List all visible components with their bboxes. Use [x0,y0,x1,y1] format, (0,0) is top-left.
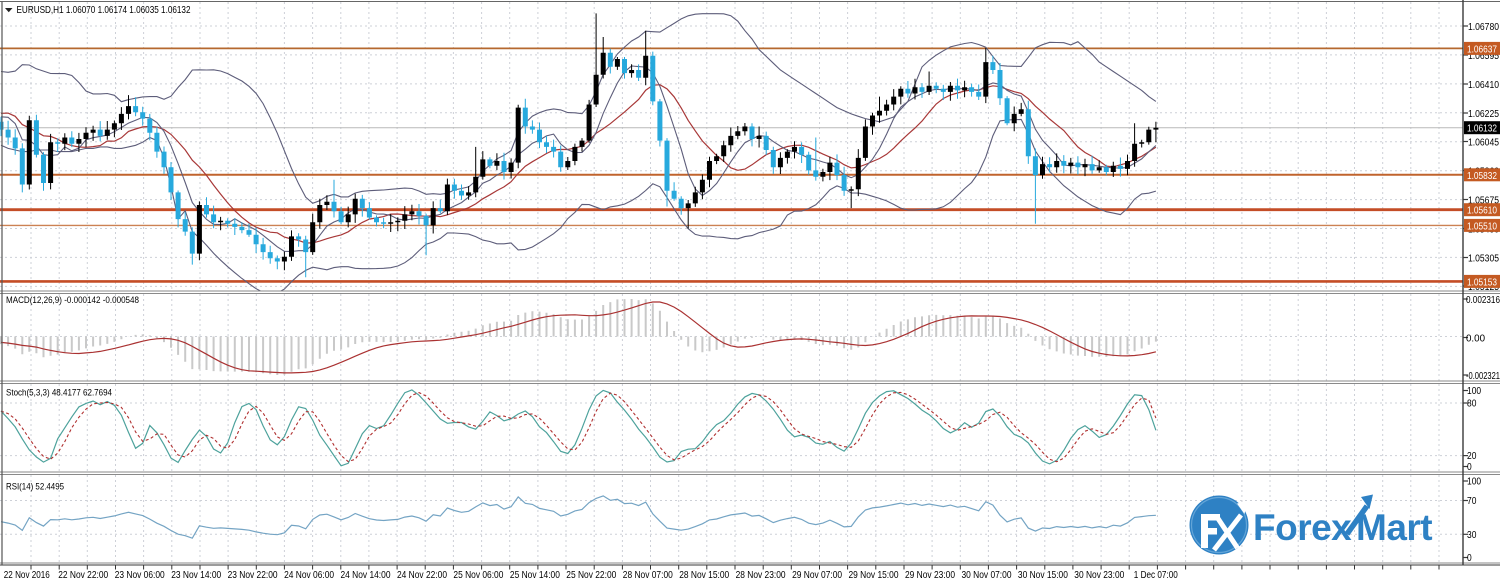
svg-text:0.00: 0.00 [1466,334,1485,345]
svg-text:22 Nov 22:00: 22 Nov 22:00 [58,569,108,581]
svg-text:28 Nov 23:00: 28 Nov 23:00 [736,569,786,581]
svg-text:24 Nov 06:00: 24 Nov 06:00 [284,569,334,581]
svg-text:1.05675: 1.05675 [1468,196,1499,207]
svg-text:30 Nov 23:00: 30 Nov 23:00 [1074,569,1124,581]
svg-text:23 Nov 14:00: 23 Nov 14:00 [171,569,221,581]
svg-text:MACD(12,26,9) -0.000142 -0.000: MACD(12,26,9) -0.000142 -0.000548 [6,295,139,306]
svg-text:25 Nov 06:00: 25 Nov 06:00 [453,569,503,581]
svg-text:0.002316: 0.002316 [1466,295,1500,306]
svg-text:70: 70 [1467,496,1477,507]
svg-text:1.06045: 1.06045 [1468,138,1499,149]
svg-text:30 Nov 07:00: 30 Nov 07:00 [962,569,1012,581]
svg-text:1.06637: 1.06637 [1467,43,1497,55]
svg-text:100: 100 [1467,386,1481,397]
svg-text:24 Nov 22:00: 24 Nov 22:00 [397,569,447,581]
svg-text:1.06225: 1.06225 [1468,109,1499,120]
svg-text:100: 100 [1467,477,1481,488]
svg-text:30 Nov 15:00: 30 Nov 15:00 [1018,569,1068,581]
svg-text:22 Nov 2016: 22 Nov 2016 [4,569,50,581]
svg-text:28 Nov 15:00: 28 Nov 15:00 [679,569,729,581]
svg-text:RSI(14) 52.4495: RSI(14) 52.4495 [6,482,64,493]
svg-text:1 Dec 07:00: 1 Dec 07:00 [1134,569,1178,581]
svg-text:30: 30 [1467,530,1477,541]
svg-text:1.06132: 1.06132 [1467,123,1497,135]
svg-text:29 Nov 07:00: 29 Nov 07:00 [792,569,842,581]
svg-text:1.05832: 1.05832 [1467,170,1497,182]
svg-text:0: 0 [1467,462,1472,473]
svg-text:Mart: Mart [1356,507,1432,548]
svg-text:25 Nov 14:00: 25 Nov 14:00 [510,569,560,581]
svg-text:Stoch(5,3,3) 48.4177 62.7694: Stoch(5,3,3) 48.4177 62.7694 [6,388,112,399]
svg-text:25 Nov 22:00: 25 Nov 22:00 [566,569,616,581]
svg-text:1.05610: 1.05610 [1467,205,1497,217]
svg-text:1.06595: 1.06595 [1468,51,1499,62]
svg-text:29 Nov 15:00: 29 Nov 15:00 [849,569,899,581]
svg-text:1.06410: 1.06410 [1468,80,1499,91]
svg-text:1.06780: 1.06780 [1468,22,1499,33]
svg-text:Forex: Forex [1253,507,1352,548]
svg-text:23 Nov 06:00: 23 Nov 06:00 [115,569,165,581]
svg-text:1.05153: 1.05153 [1467,276,1497,288]
svg-text:23 Nov 22:00: 23 Nov 22:00 [228,569,278,581]
svg-text:1.05305: 1.05305 [1468,254,1499,265]
svg-text:-0.002321: -0.002321 [1466,371,1500,382]
svg-text:29 Nov 23:00: 29 Nov 23:00 [905,569,955,581]
svg-text:1.05510: 1.05510 [1467,220,1497,232]
svg-text:0: 0 [1467,553,1472,564]
svg-text:20: 20 [1467,451,1477,462]
svg-text:EURUSD,H1 1.06070 1.06174 1.0: EURUSD,H1 1.06070 1.06174 1.06035 1.0613… [17,4,191,16]
svg-text:24 Nov 14:00: 24 Nov 14:00 [341,569,391,581]
svg-text:28 Nov 07:00: 28 Nov 07:00 [623,569,673,581]
svg-text:80: 80 [1467,399,1477,410]
